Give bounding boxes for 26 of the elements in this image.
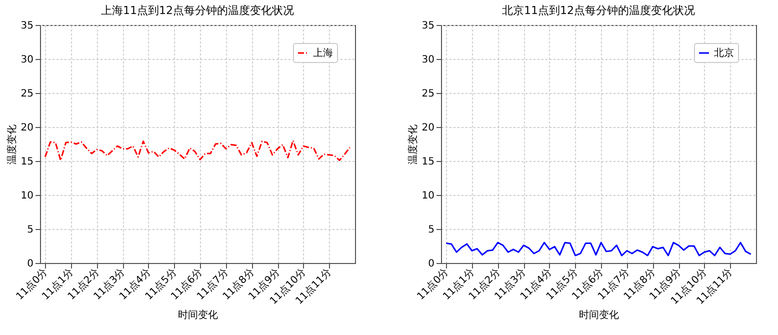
y-tick-label: 20: [20, 122, 34, 134]
y-tick-label: 10: [20, 190, 34, 202]
y-tick-label: 20: [422, 122, 434, 134]
x-axis-title: 时间变化: [178, 309, 218, 322]
y-tick-label: 5: [428, 224, 434, 236]
legend-label: 上海: [313, 47, 333, 59]
y-tick-label: 30: [422, 54, 434, 66]
line-series: [44, 140, 351, 162]
y-tick-label: 15: [422, 156, 434, 168]
chart-title: 北京11点到12点每分钟的温度变化状况: [502, 4, 695, 17]
y-tick-label: 10: [422, 190, 434, 202]
y-tick-label: 35: [422, 20, 434, 32]
y-tick-label: 15: [20, 156, 34, 168]
y-tick-label: 25: [422, 88, 434, 100]
chart-title: 上海11点到12点每分钟的温度变化状况: [101, 4, 294, 17]
y-tick-label: 0: [428, 258, 434, 270]
line-series: [445, 242, 752, 256]
x-axis-title: 时间变化: [579, 309, 619, 322]
y-tick-label: 25: [20, 88, 34, 100]
y-axis-title: 温度变化: [406, 124, 419, 164]
y-tick-label: 0: [27, 258, 34, 270]
y-tick-label: 5: [27, 224, 34, 236]
y-axis-title: 温度变化: [6, 124, 18, 164]
y-tick-label: 35: [20, 20, 34, 32]
y-tick-label: 30: [20, 54, 34, 66]
legend-label: 北京: [714, 47, 734, 59]
